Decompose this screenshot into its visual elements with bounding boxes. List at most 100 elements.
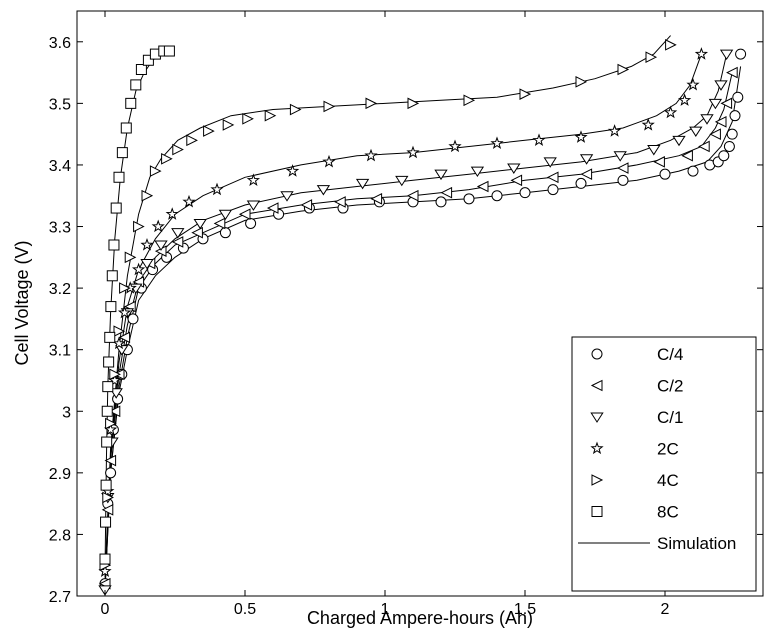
point-c-2	[709, 128, 721, 140]
point-8c	[113, 171, 125, 183]
point-c-1	[543, 157, 557, 168]
point-c-2	[238, 208, 251, 221]
point-c-1	[193, 218, 207, 230]
point-4c	[109, 368, 121, 381]
point-8c	[135, 64, 147, 75]
x-tick-label: 1.5	[514, 601, 536, 618]
legend-label-c-2: C/2	[657, 377, 683, 396]
point-c-2	[171, 236, 184, 248]
point-c-2	[108, 405, 121, 418]
point-c-2	[546, 171, 559, 184]
point-c-4	[105, 467, 117, 479]
point-c-4	[718, 150, 730, 162]
point-2c	[131, 262, 146, 276]
legend-marker-c-2	[590, 379, 603, 392]
simulation-line-5	[104, 35, 671, 578]
point-4c	[172, 143, 184, 156]
point-c-2	[714, 116, 727, 128]
point-4c	[105, 417, 117, 430]
point-2c	[246, 173, 261, 186]
point-c-2	[476, 180, 489, 193]
point-c-2	[213, 217, 226, 230]
point-8c	[101, 405, 113, 417]
point-c-4	[729, 110, 741, 122]
point-2c	[694, 47, 709, 60]
point-c-1	[316, 185, 331, 196]
point-4c	[665, 39, 677, 51]
point-c-1	[507, 163, 521, 174]
point-c-1	[672, 135, 686, 147]
y-tick-label: 3.3	[49, 220, 71, 237]
point-c-4	[245, 217, 257, 229]
point-c-2	[101, 503, 114, 516]
point-c-2	[370, 193, 383, 205]
point-4c	[617, 63, 630, 76]
point-c-1	[434, 169, 448, 181]
legend-label-simulation: Simulation	[657, 534, 736, 553]
point-8c	[100, 516, 112, 528]
point-2c	[151, 219, 165, 233]
point-c-1	[246, 200, 261, 211]
point-c-4	[435, 196, 447, 208]
point-c-4	[219, 227, 231, 239]
series-8c	[99, 45, 175, 565]
point-2c	[448, 139, 462, 153]
point-c-1	[140, 258, 154, 270]
point-c-2	[104, 454, 117, 467]
point-2c	[364, 148, 378, 162]
y-tick-label: 3.2	[49, 281, 71, 298]
point-4c	[203, 125, 215, 137]
point-2c	[677, 93, 692, 106]
point-8c	[105, 301, 117, 313]
point-8c	[100, 479, 112, 491]
y-tick-label: 3.1	[49, 343, 71, 360]
point-c-4	[732, 91, 744, 103]
x-axis-label: Charged Ampere-hours (Ah)	[307, 608, 533, 628]
point-c-4	[687, 165, 699, 177]
point-c-1	[579, 154, 594, 165]
point-2c	[686, 77, 700, 91]
point-c-2	[300, 199, 313, 211]
point-c-4	[519, 187, 531, 199]
x-tick-label: 1	[381, 601, 390, 618]
point-4c	[133, 220, 145, 233]
point-c-2	[698, 140, 710, 153]
x-tick-label: 0	[101, 601, 110, 618]
data-markers	[98, 39, 747, 596]
point-4c	[242, 112, 254, 125]
point-c-2	[616, 162, 629, 174]
point-2c	[607, 124, 622, 137]
y-tick-label: 3.4	[49, 158, 71, 175]
legend-marker-4c	[591, 474, 604, 486]
point-4c	[124, 251, 137, 264]
point-4c	[102, 491, 114, 504]
point-c-1	[708, 98, 723, 110]
point-c-4	[463, 193, 475, 205]
legend-label-8c: 8C	[657, 503, 679, 522]
point-2c	[532, 133, 546, 146]
point-2c	[210, 182, 224, 196]
point-c-1	[714, 80, 728, 91]
point-4c	[222, 119, 235, 131]
point-8c	[103, 356, 115, 368]
point-4c	[323, 100, 336, 113]
point-2c	[285, 164, 300, 177]
point-2c	[140, 238, 154, 251]
point-4c	[289, 103, 302, 116]
y-axis-label: Cell Voltage (V)	[12, 240, 32, 365]
point-2c	[406, 145, 420, 159]
point-2c	[663, 105, 678, 119]
legend-marker-2c	[590, 441, 604, 455]
point-c-4	[575, 177, 587, 189]
x-tick-label: 2	[661, 601, 670, 618]
point-c-1	[355, 178, 370, 190]
point-8c	[142, 54, 154, 66]
point-4c	[161, 152, 173, 165]
point-4c	[519, 88, 532, 100]
point-c-1	[280, 191, 294, 202]
point-c-2	[580, 168, 593, 180]
legend: C/4 C/2 C/1 2C 4C 8C Simulation	[571, 336, 757, 592]
series-4c	[99, 39, 677, 572]
point-c-4	[491, 190, 503, 202]
